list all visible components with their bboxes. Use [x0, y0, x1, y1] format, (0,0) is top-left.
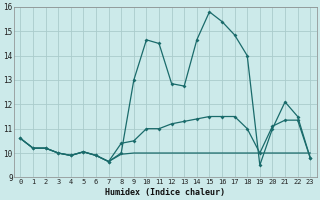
- X-axis label: Humidex (Indice chaleur): Humidex (Indice chaleur): [105, 188, 225, 197]
